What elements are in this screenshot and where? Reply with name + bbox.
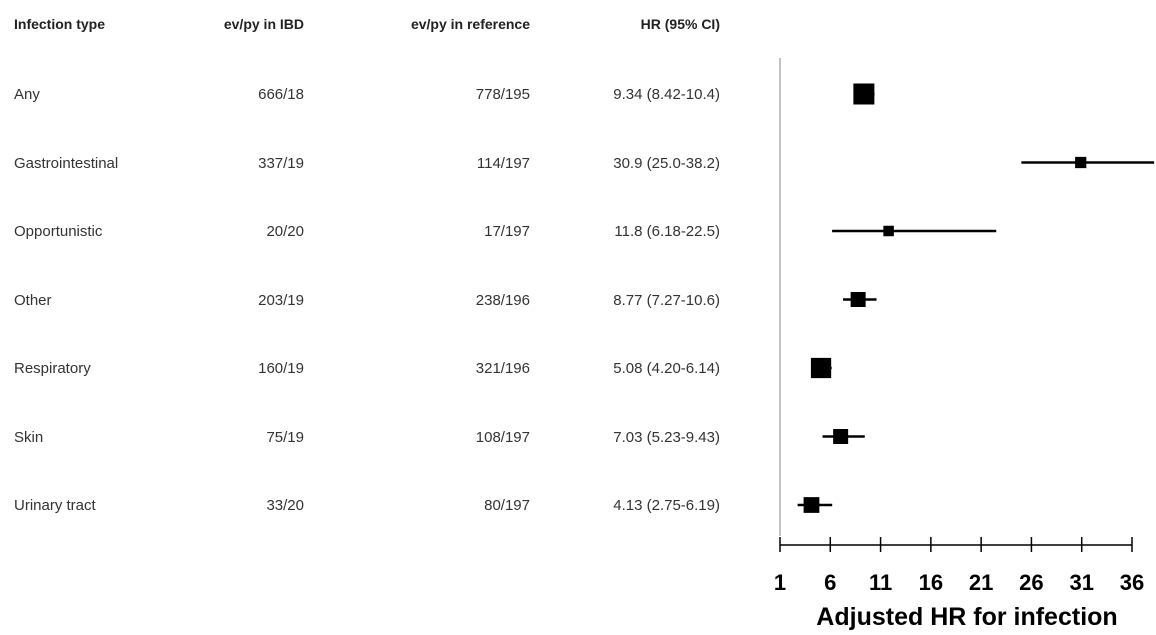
row-infection-type: Skin bbox=[14, 428, 44, 446]
row-ev-py-reference: 321/196 bbox=[475, 360, 530, 377]
header-ev-py-ibd: ev/py in IBD bbox=[223, 16, 304, 32]
row-ev-py-reference: 114/197 bbox=[476, 154, 530, 172]
row-ev-py-ibd: 203/19 bbox=[258, 291, 304, 309]
header-infection-type: Infection type bbox=[14, 16, 106, 32]
row-infection-type: Gastrointestinal bbox=[14, 154, 119, 172]
row-ev-py-ibd: 666/18 bbox=[258, 86, 304, 103]
row-hr-ci: 8.77 (7.27-10.6) bbox=[613, 291, 720, 309]
estimate-marker-6 bbox=[803, 497, 820, 513]
row-infection-type: Any bbox=[14, 86, 40, 103]
estimate-marker-2 bbox=[883, 225, 894, 237]
row-ev-py-reference: 17/197 bbox=[484, 223, 530, 240]
x-tick-label: 36 bbox=[1120, 570, 1144, 595]
estimate-marker-4 bbox=[810, 357, 832, 379]
row-infection-type: Respiratory bbox=[14, 360, 91, 377]
row-ev-py-ibd: 160/19 bbox=[258, 360, 304, 377]
estimate-marker-5 bbox=[833, 429, 849, 444]
estimate-marker-0 bbox=[853, 83, 875, 105]
header-hr-ci: HR (95% CI) bbox=[640, 16, 720, 32]
row-hr-ci: 7.03 (5.23-9.43) bbox=[613, 428, 720, 446]
x-tick-label: 16 bbox=[919, 570, 943, 595]
x-tick-label: 1 bbox=[774, 570, 786, 595]
row-ev-py-ibd: 75/19 bbox=[266, 428, 304, 446]
header-ev-py-reference: ev/py in reference bbox=[410, 16, 530, 32]
x-axis-label: Adjusted HR for infection bbox=[816, 603, 1117, 631]
row-ev-py-ibd: 33/20 bbox=[266, 497, 304, 514]
row-infection-type: Other bbox=[14, 291, 52, 309]
row-ev-py-ibd: 20/20 bbox=[266, 223, 304, 240]
plot-marks bbox=[797, 83, 1155, 513]
x-tick-label: 21 bbox=[969, 570, 993, 595]
row-hr-ci: 30.9 (25.0-38.2) bbox=[613, 154, 720, 172]
row-ev-py-reference: 238/196 bbox=[475, 291, 530, 309]
x-tick-label: 26 bbox=[1019, 570, 1043, 595]
row-hr-ci: 9.34 (8.42-10.4) bbox=[613, 86, 720, 103]
estimate-marker-1 bbox=[1075, 156, 1087, 169]
x-axis: 1 6 11 16 21 26 31 36 bbox=[774, 58, 1144, 595]
x-tick-label: 6 bbox=[824, 570, 836, 595]
row-infection-type: Opportunistic bbox=[14, 223, 103, 240]
row-ev-py-reference: 108/197 bbox=[475, 428, 530, 446]
row-hr-ci: 5.08 (4.20-6.14) bbox=[613, 360, 720, 377]
row-ev-py-ibd: 337/19 bbox=[258, 154, 304, 172]
estimate-marker-3 bbox=[850, 292, 866, 307]
x-tick-label: 11 bbox=[869, 570, 892, 595]
row-hr-ci: 4.13 (2.75-6.19) bbox=[613, 497, 720, 514]
row-infection-type: Urinary tract bbox=[14, 497, 96, 514]
row-ev-py-reference: 778/195 bbox=[475, 86, 530, 103]
row-ev-py-reference: 80/197 bbox=[484, 497, 530, 514]
row-hr-ci: 11.8 (6.18-22.5) bbox=[614, 223, 720, 240]
x-tick-label: 31 bbox=[1069, 570, 1093, 595]
